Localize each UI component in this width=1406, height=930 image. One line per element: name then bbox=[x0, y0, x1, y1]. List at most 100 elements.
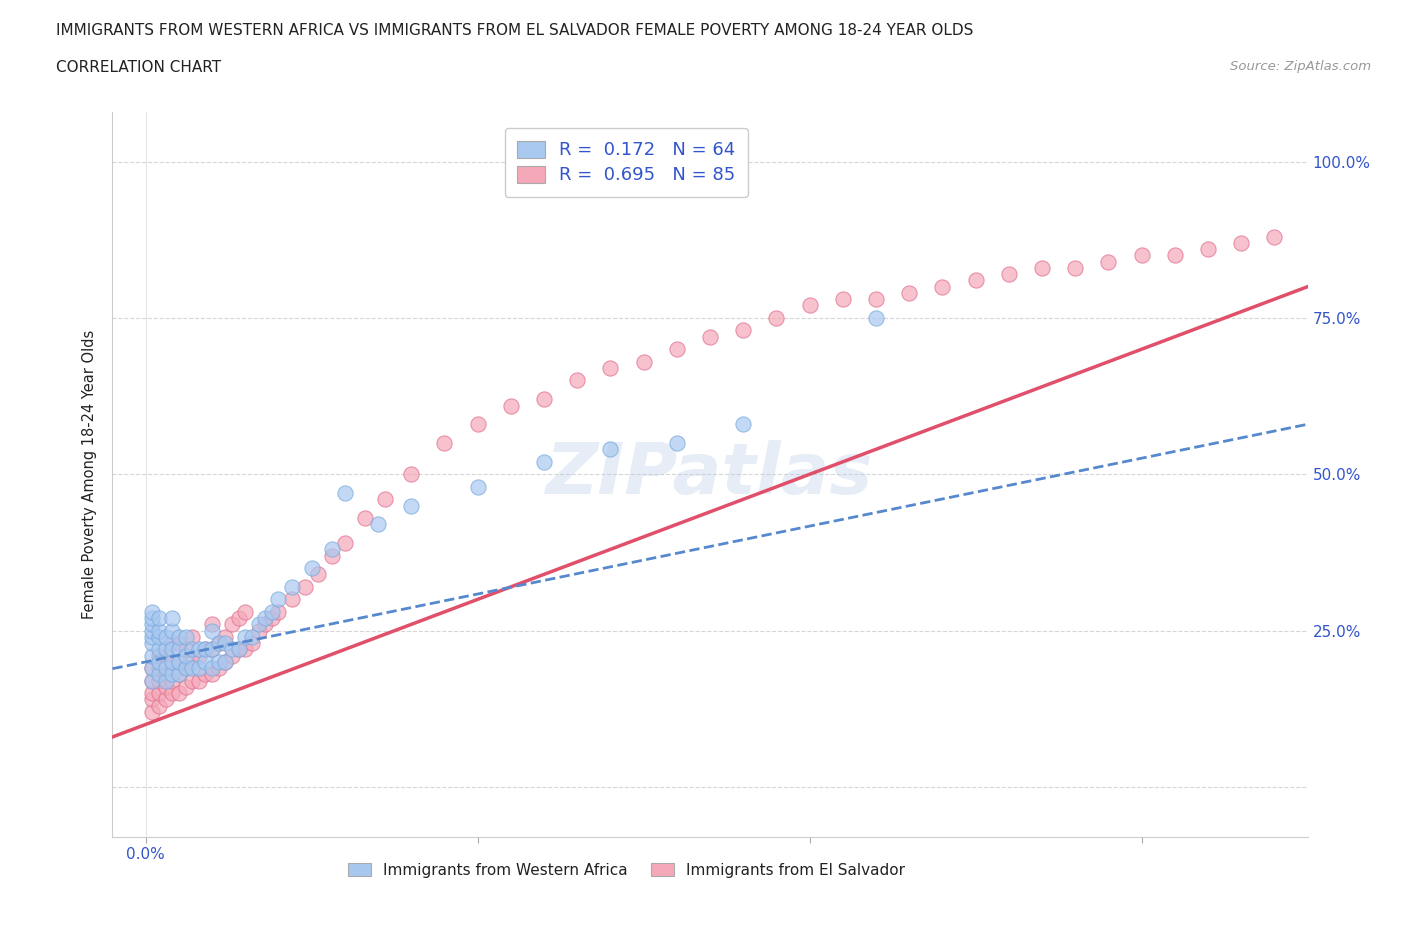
Point bbox=[367, 517, 389, 532]
Point bbox=[254, 611, 277, 626]
Point bbox=[865, 292, 887, 307]
Point bbox=[141, 673, 163, 688]
Point bbox=[201, 667, 224, 682]
Point bbox=[194, 655, 217, 670]
Point bbox=[699, 329, 721, 344]
Point bbox=[208, 655, 231, 670]
Point bbox=[1197, 242, 1219, 257]
Point bbox=[148, 630, 170, 644]
Point bbox=[141, 692, 163, 707]
Point bbox=[254, 617, 277, 631]
Point bbox=[1097, 254, 1119, 269]
Point bbox=[533, 455, 555, 470]
Point bbox=[167, 685, 190, 700]
Point bbox=[214, 630, 236, 644]
Point bbox=[167, 655, 190, 670]
Point bbox=[599, 442, 621, 457]
Point bbox=[831, 292, 853, 307]
Point bbox=[233, 630, 256, 644]
Point bbox=[160, 642, 183, 657]
Point bbox=[665, 342, 688, 357]
Point bbox=[321, 542, 343, 557]
Point bbox=[194, 667, 217, 682]
Point bbox=[208, 636, 231, 651]
Point bbox=[160, 636, 183, 651]
Point bbox=[567, 373, 589, 388]
Point bbox=[181, 660, 204, 675]
Point bbox=[208, 660, 231, 675]
Point bbox=[155, 680, 177, 695]
Point bbox=[187, 648, 209, 663]
Point bbox=[155, 648, 177, 663]
Point bbox=[1130, 248, 1153, 263]
Point bbox=[228, 611, 250, 626]
Point bbox=[141, 660, 163, 675]
Point bbox=[141, 611, 163, 626]
Point bbox=[931, 279, 953, 294]
Point bbox=[201, 642, 224, 657]
Point bbox=[155, 667, 177, 682]
Point bbox=[201, 623, 224, 638]
Point bbox=[214, 655, 236, 670]
Point bbox=[174, 642, 197, 657]
Point bbox=[221, 617, 243, 631]
Point bbox=[155, 660, 177, 675]
Point bbox=[965, 273, 987, 288]
Point bbox=[260, 611, 283, 626]
Point bbox=[765, 311, 787, 325]
Point bbox=[599, 361, 621, 376]
Point bbox=[148, 611, 170, 626]
Point bbox=[499, 398, 522, 413]
Point bbox=[167, 667, 190, 682]
Point bbox=[187, 660, 209, 675]
Text: ZIPatlas: ZIPatlas bbox=[547, 440, 873, 509]
Point bbox=[167, 630, 190, 644]
Point bbox=[141, 617, 163, 631]
Point bbox=[148, 623, 170, 638]
Point bbox=[167, 642, 190, 657]
Point bbox=[998, 267, 1021, 282]
Point bbox=[865, 311, 887, 325]
Point bbox=[401, 467, 423, 482]
Point bbox=[228, 642, 250, 657]
Point bbox=[433, 435, 456, 450]
Point bbox=[181, 642, 204, 657]
Point bbox=[194, 642, 217, 657]
Text: IMMIGRANTS FROM WESTERN AFRICA VS IMMIGRANTS FROM EL SALVADOR FEMALE POVERTY AMO: IMMIGRANTS FROM WESTERN AFRICA VS IMMIGR… bbox=[56, 23, 973, 38]
Point bbox=[1064, 260, 1087, 275]
Point bbox=[174, 680, 197, 695]
Point bbox=[148, 685, 170, 700]
Point bbox=[141, 648, 163, 663]
Point bbox=[799, 298, 821, 312]
Point bbox=[267, 591, 290, 606]
Point bbox=[228, 642, 250, 657]
Point bbox=[167, 655, 190, 670]
Text: Source: ZipAtlas.com: Source: ZipAtlas.com bbox=[1230, 60, 1371, 73]
Point bbox=[174, 660, 197, 675]
Point bbox=[665, 435, 688, 450]
Point bbox=[260, 604, 283, 619]
Point bbox=[307, 567, 329, 582]
Point bbox=[160, 611, 183, 626]
Point bbox=[160, 623, 183, 638]
Y-axis label: Female Poverty Among 18-24 Year Olds: Female Poverty Among 18-24 Year Olds bbox=[82, 329, 97, 619]
Point bbox=[181, 673, 204, 688]
Point bbox=[467, 417, 489, 432]
Point bbox=[148, 698, 170, 713]
Point bbox=[247, 623, 270, 638]
Point bbox=[160, 655, 183, 670]
Point bbox=[141, 636, 163, 651]
Point bbox=[533, 392, 555, 406]
Point bbox=[233, 642, 256, 657]
Point bbox=[148, 667, 170, 682]
Point bbox=[155, 673, 177, 688]
Point bbox=[467, 479, 489, 494]
Point bbox=[201, 660, 224, 675]
Point bbox=[1164, 248, 1187, 263]
Point bbox=[148, 655, 170, 670]
Point bbox=[167, 636, 190, 651]
Point bbox=[281, 591, 304, 606]
Point bbox=[898, 286, 921, 300]
Point bbox=[155, 642, 177, 657]
Point bbox=[208, 636, 231, 651]
